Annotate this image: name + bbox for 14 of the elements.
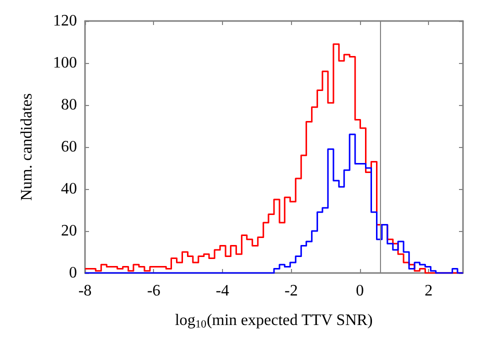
y-tick-label: 100: [53, 54, 77, 72]
y-tick-label: 120: [53, 12, 77, 30]
y-tick-label: 40: [61, 180, 77, 198]
x-tick-label: 0: [356, 282, 364, 300]
x-tick-label: -8: [78, 282, 92, 300]
x-tick-label: -2: [284, 282, 298, 300]
y-tick-label: 80: [61, 96, 77, 114]
y-tick-label: 20: [61, 222, 77, 240]
x-tick-label: -4: [216, 282, 230, 300]
y-axis-title: Num. candidates: [18, 93, 36, 201]
x-tick-label: -6: [147, 282, 160, 300]
y-tick-label: 0: [69, 264, 77, 282]
y-tick-label: 60: [61, 138, 77, 156]
x-tick-label: 2: [424, 282, 433, 300]
